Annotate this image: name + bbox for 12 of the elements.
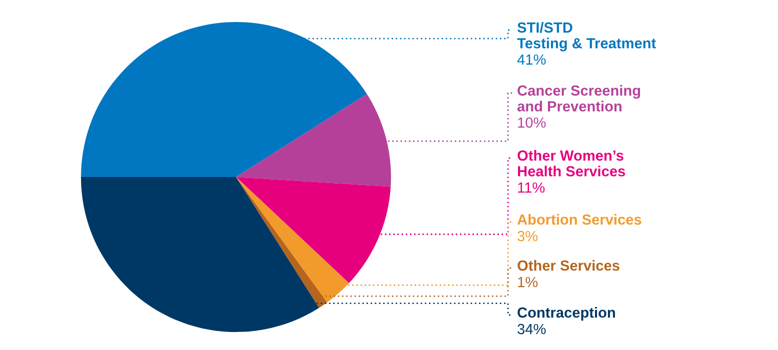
slice-label: Cancer Screening and Prevention xyxy=(517,85,640,112)
data-label: 34% xyxy=(518,324,546,334)
slice-label: STI/STD Testing & Treatment xyxy=(517,22,656,52)
data-label: 41% xyxy=(517,54,546,65)
slice-label: Abortion Services xyxy=(517,214,642,225)
slice-label: Other Women’s Health Services xyxy=(518,150,626,176)
data-label: 11% xyxy=(518,182,545,193)
slice-label: Contraception xyxy=(518,307,615,321)
data-label: 10% xyxy=(518,117,546,128)
slice-label: Other Services xyxy=(518,260,620,271)
data-label: 1% xyxy=(518,276,538,288)
data-label: 3% xyxy=(518,230,538,242)
